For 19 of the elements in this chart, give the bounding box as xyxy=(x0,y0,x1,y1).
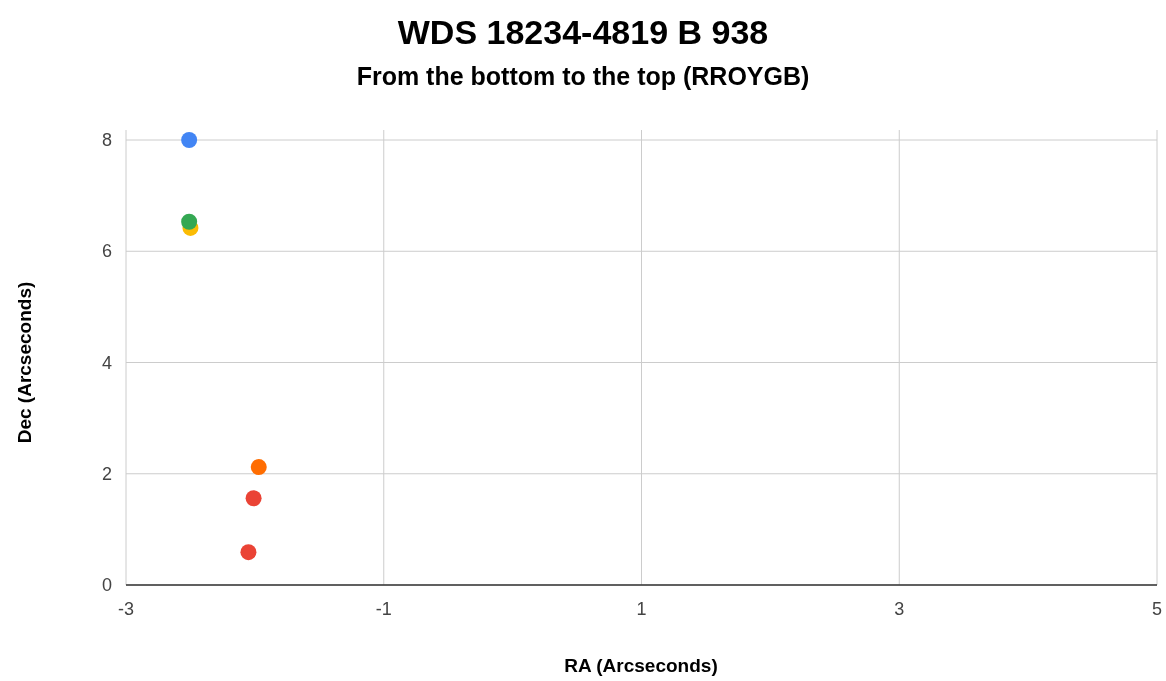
y-tick-label: 0 xyxy=(101,575,112,595)
point xyxy=(181,213,198,230)
point xyxy=(245,490,262,507)
chart-title: WDS 18234-4819 B 938 xyxy=(397,13,769,51)
point xyxy=(240,544,257,561)
x-tick-label: 1 xyxy=(636,599,647,619)
y-tick-label: 2 xyxy=(101,463,112,484)
x-axis-title: RA (Arcseconds) xyxy=(564,655,718,676)
y-tick-label: 8 xyxy=(101,130,112,150)
x-tick-label: -1 xyxy=(375,599,392,619)
point xyxy=(181,132,198,148)
y-tick-label: 6 xyxy=(101,241,112,262)
y-tick-label: 4 xyxy=(101,352,112,373)
y-axis-title: Dec (Arcseconds) xyxy=(14,281,35,444)
x-tick-label: 3 xyxy=(894,599,905,619)
chart-subtitle: From the bottom to the top (RROYGB) xyxy=(356,62,810,90)
x-tick-label: -3 xyxy=(117,599,135,619)
point xyxy=(250,459,267,476)
x-tick-label: 5 xyxy=(1151,599,1163,619)
